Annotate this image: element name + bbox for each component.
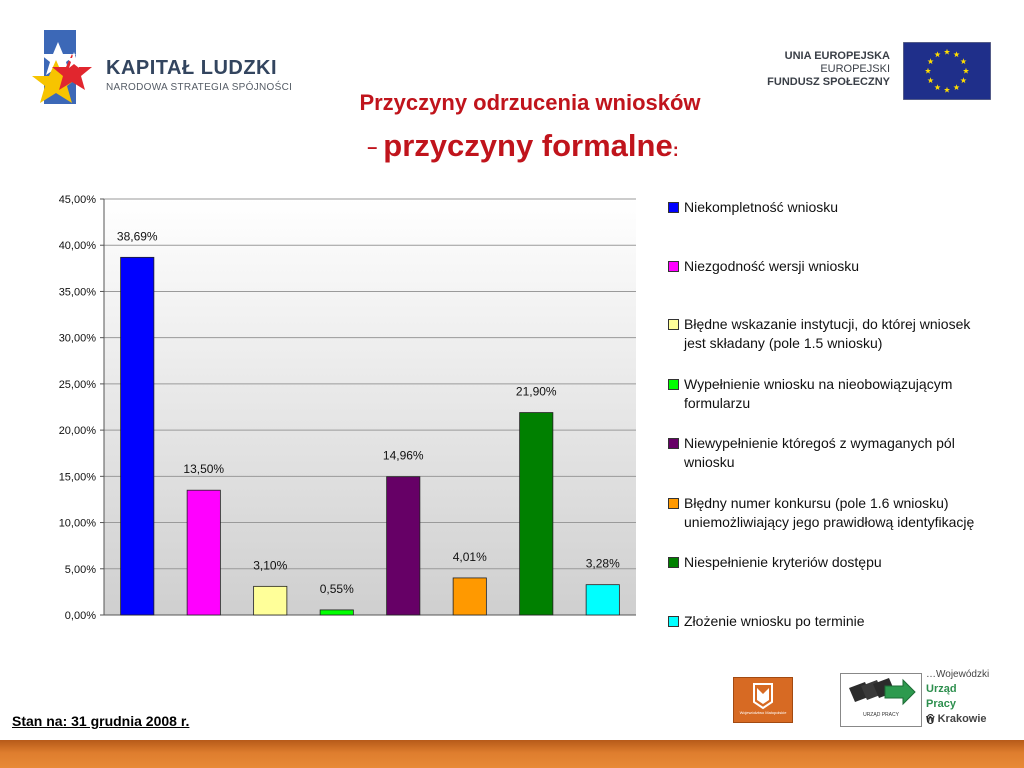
- eu-star-icon: [953, 84, 960, 91]
- eu-star-icon: [962, 67, 970, 74]
- legend-item: Niekompletność wniosku: [668, 198, 988, 217]
- y-tick-label: 30,00%: [59, 333, 97, 345]
- bar: [253, 585, 288, 616]
- legend-label: Wypełnienie wniosku na nieobowiązującym …: [684, 376, 953, 411]
- legend-item: Niespełnienie kryteriów dostępu: [668, 553, 988, 572]
- bar: [386, 476, 421, 616]
- y-tick-label: 20,00%: [59, 425, 97, 437]
- legend-label: Błędne wskazanie instytucji, do której w…: [684, 316, 971, 351]
- data-label: 0,55%: [320, 582, 354, 596]
- legend-label: Niewypełnienie któregoś z wymaganych pól…: [684, 435, 955, 470]
- kapital-ludzki-logo: KAPITAŁ LUDZKI NARODOWA STRATEGIA SPÓJNO…: [30, 22, 300, 112]
- data-label: 38,69%: [117, 229, 158, 243]
- data-label: 13,50%: [183, 462, 224, 476]
- data-label: 14,96%: [383, 449, 424, 463]
- wup-line3: Pracy: [926, 698, 956, 710]
- legend-label: Niezgodność wersji wniosku: [684, 258, 860, 274]
- wup-line1: …Wojewódzki: [926, 669, 990, 680]
- subtitle-text: przyczyny formalne: [383, 128, 673, 163]
- bar: [519, 412, 554, 616]
- y-tick-label: 15,00%: [59, 471, 97, 483]
- legend-swatch: [668, 202, 679, 213]
- bottom-bar: [0, 740, 1024, 768]
- malopolska-crest-icon: [753, 683, 773, 710]
- star-logo-icon: [32, 30, 92, 104]
- bar: [585, 584, 620, 616]
- legend-item: Błędny numer konkursu (pole 1.6 wniosku)…: [668, 494, 988, 532]
- chart-legend: Niekompletność wniosku Niezgodność wersji…: [668, 195, 988, 635]
- data-label: 3,28%: [586, 557, 620, 571]
- kapital-ludzki-subtitle: NARODOWA STRATEGIA SPÓJNOŚCI: [106, 82, 293, 93]
- legend-item: Błędne wskazanie instytucji, do której w…: [668, 315, 988, 353]
- legend-item: Wypełnienie wniosku na nieobowiązującym …: [668, 375, 988, 413]
- y-tick-label: 25,00%: [59, 379, 97, 391]
- eu-star-icon: [927, 77, 934, 84]
- data-label: 3,10%: [253, 558, 287, 572]
- legend-label: Niespełnienie kryteriów dostępu: [684, 554, 882, 570]
- eu-star-icon: [934, 84, 941, 91]
- eu-flag-icon: [903, 42, 991, 100]
- eu-line3: FUNDUSZ SPOŁECZNY: [767, 76, 890, 88]
- bar: [120, 256, 155, 616]
- legend-swatch: [668, 438, 679, 449]
- eu-line1: UNIA EUROPEJSKA: [784, 50, 890, 62]
- subtitle-dash: –: [367, 137, 378, 158]
- data-label: 21,90%: [516, 385, 557, 399]
- slide-subtitle: – przyczyny formalne:: [0, 128, 1024, 164]
- eu-star-icon: [927, 58, 934, 65]
- data-label: 4,01%: [453, 550, 487, 564]
- kapital-ludzki-title: KAPITAŁ LUDZKI: [106, 57, 278, 79]
- bar: [452, 577, 487, 616]
- wup-line4: w Krakowie: [926, 713, 987, 725]
- bar: [319, 609, 354, 616]
- eu-star-icon: [953, 51, 960, 58]
- eu-star-icon: [943, 48, 951, 55]
- legend-label: Niekompletność wniosku: [684, 199, 839, 215]
- legend-swatch: [668, 319, 679, 330]
- eu-star-icon: [934, 51, 941, 58]
- y-tick-label: 40,00%: [59, 240, 97, 252]
- page-number: 6: [926, 711, 935, 728]
- eu-logo: UNIA EUROPEJSKA EUROPEJSKI FUNDUSZ SPOŁE…: [760, 42, 996, 102]
- wup-name: …Wojewódzki Urząd Pracy w Krakowie: [926, 667, 989, 727]
- y-tick-label: 10,00%: [59, 518, 97, 530]
- eu-line2: EUROPEJSKI: [820, 63, 890, 75]
- bar: [186, 489, 221, 616]
- legend-swatch: [668, 557, 679, 568]
- eu-text: UNIA EUROPEJSKA EUROPEJSKI FUNDUSZ SPOŁE…: [760, 50, 890, 89]
- legend-label: Złożenie wniosku po terminie: [684, 613, 865, 629]
- y-tick-label: 45,00%: [59, 194, 97, 206]
- eu-star-icon: [943, 86, 951, 93]
- y-tick-label: 35,00%: [59, 286, 97, 298]
- legend-swatch: [668, 261, 679, 272]
- legend-label: Błędny numer konkursu (pole 1.6 wniosku)…: [684, 495, 975, 530]
- eu-star-icon: [924, 67, 932, 74]
- plot-background: [104, 199, 636, 615]
- legend-swatch: [668, 616, 679, 627]
- slide-title: Przyczyny odrzucenia wniosków: [359, 90, 701, 115]
- subtitle-colon: :: [672, 140, 679, 160]
- wup-logo-caption: URZĄD PRACY: [863, 712, 899, 718]
- legend-swatch: [668, 379, 679, 390]
- legend-item: Złożenie wniosku po terminie: [668, 612, 988, 631]
- malopolska-logo: Województwo Małopolskie: [733, 677, 793, 723]
- legend-item: Niewypełnienie któregoś z wymaganych pól…: [668, 434, 988, 472]
- eu-star-icon: [960, 58, 967, 65]
- y-tick-label: 5,00%: [65, 564, 96, 576]
- eu-star-icon: [960, 77, 967, 84]
- wup-arrow-icon: [849, 678, 916, 706]
- legend-swatch: [668, 498, 679, 509]
- date-note: Stan na: 31 grudnia 2008 r.: [12, 713, 190, 729]
- wup-logo: URZĄD PRACY: [840, 673, 922, 727]
- bar-chart: 0,00% 5,00% 10,00% 15,00% 20,00% 25,00% 30,00%…: [59, 194, 636, 622]
- wup-line2: Urząd: [926, 683, 957, 695]
- malopolska-logo-text: Województwo Małopolskie: [739, 710, 787, 715]
- legend-item: Niezgodność wersji wniosku: [668, 257, 988, 276]
- y-tick-label: 0,00%: [65, 610, 96, 622]
